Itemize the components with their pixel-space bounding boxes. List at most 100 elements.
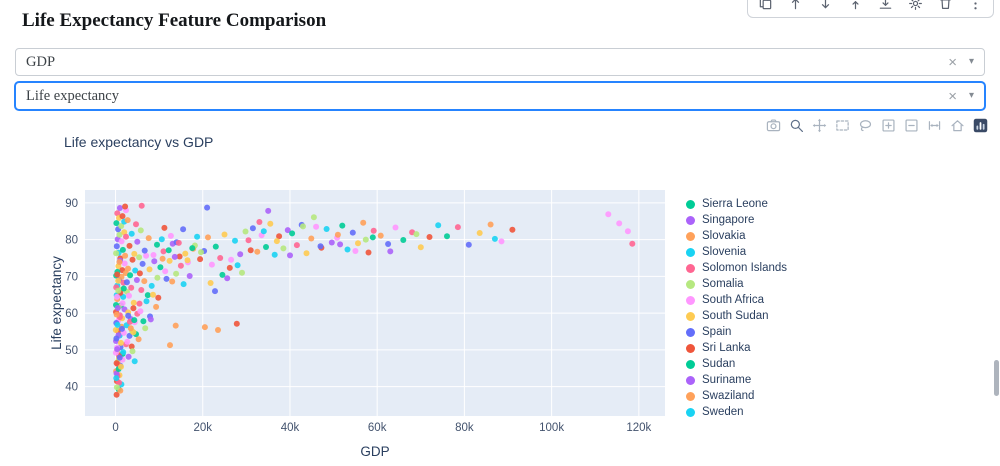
chevron-down-icon[interactable]: ▾ xyxy=(968,56,974,67)
legend-item[interactable]: Sierra Leone xyxy=(686,196,787,212)
scatter-point[interactable] xyxy=(219,271,226,278)
scatter-point[interactable] xyxy=(113,360,120,367)
scatter-point[interactable] xyxy=(328,239,335,246)
scatter-point[interactable] xyxy=(201,324,208,331)
scatter-point[interactable] xyxy=(131,358,138,365)
scatter-point[interactable] xyxy=(119,325,125,332)
camera-icon[interactable] xyxy=(764,117,783,134)
scatter-point[interactable] xyxy=(153,303,160,310)
scatter-point[interactable] xyxy=(116,379,122,386)
scatter-point[interactable] xyxy=(263,244,269,250)
delete-icon[interactable] xyxy=(938,0,953,11)
scatter-point[interactable] xyxy=(114,293,120,300)
scatter-point[interactable] xyxy=(136,300,143,307)
scatter-point[interactable] xyxy=(334,231,341,238)
scatter-point[interactable] xyxy=(125,312,132,319)
scatter-point[interactable] xyxy=(114,271,121,278)
scatter-point[interactable] xyxy=(115,287,122,294)
insert-above-icon[interactable] xyxy=(848,0,863,11)
scatter-point[interactable] xyxy=(276,233,283,240)
scatter-point[interactable] xyxy=(113,391,120,398)
legend-item[interactable]: Sudan xyxy=(686,356,787,372)
legend-item[interactable]: Spain xyxy=(686,324,787,340)
scatter-point[interactable] xyxy=(242,228,249,235)
y-feature-select[interactable]: Life expectancy × ▾ xyxy=(15,82,985,110)
scatter-point[interactable] xyxy=(117,339,124,346)
scatter-point[interactable] xyxy=(137,227,144,234)
scatter-point[interactable] xyxy=(122,203,129,210)
scatter-point[interactable] xyxy=(198,249,204,256)
scatter-point[interactable] xyxy=(221,231,228,238)
scatter-point[interactable] xyxy=(260,228,267,235)
scatter-point[interactable] xyxy=(128,284,135,291)
scatter-point[interactable] xyxy=(172,322,179,329)
legend-item[interactable]: Slovenia xyxy=(686,244,787,260)
scatter-point[interactable] xyxy=(131,250,138,257)
scatter-point[interactable] xyxy=(317,243,324,250)
scatter-point[interactable] xyxy=(151,258,158,265)
scatter-point[interactable] xyxy=(310,214,317,221)
scatter-point[interactable] xyxy=(387,248,394,255)
pan-icon[interactable] xyxy=(810,117,829,134)
scatter-point[interactable] xyxy=(267,220,274,227)
scatter-point[interactable] xyxy=(629,240,636,247)
scatter-point[interactable] xyxy=(116,259,123,265)
scatter-point[interactable] xyxy=(128,230,135,237)
scatter-point[interactable] xyxy=(239,269,245,276)
scatter-point[interactable] xyxy=(116,231,123,238)
more-icon[interactable] xyxy=(968,0,983,11)
scatter-point[interactable] xyxy=(487,221,494,228)
scatter-point[interactable] xyxy=(234,262,241,269)
scatter-point[interactable] xyxy=(344,246,351,253)
plot-area[interactable] xyxy=(85,190,665,416)
scatter-point[interactable] xyxy=(137,308,144,315)
scatter-point[interactable] xyxy=(413,231,420,238)
scatter-point[interactable] xyxy=(180,281,187,288)
scatter-point[interactable] xyxy=(145,235,152,242)
scatter-point[interactable] xyxy=(454,224,461,231)
scatter-point[interactable] xyxy=(157,264,164,271)
scatter-point[interactable] xyxy=(313,223,320,230)
scatter-point[interactable] xyxy=(136,254,143,261)
plotly-logo-icon[interactable] xyxy=(971,117,990,134)
scatter-point[interactable] xyxy=(355,240,361,247)
scatter-point[interactable] xyxy=(126,292,132,299)
legend-item[interactable]: Swaziland xyxy=(686,388,787,404)
scatter-point[interactable] xyxy=(166,257,173,264)
scatter-point[interactable] xyxy=(113,220,120,227)
scatter-point[interactable] xyxy=(184,257,191,264)
scatter-point[interactable] xyxy=(114,346,121,353)
scatter-point[interactable] xyxy=(136,270,143,277)
scatter-point[interactable] xyxy=(176,253,183,260)
scatter-point[interactable] xyxy=(124,338,131,345)
scatter-point[interactable] xyxy=(148,282,155,289)
scatter-point[interactable] xyxy=(158,236,165,243)
scatter-point[interactable] xyxy=(115,277,122,284)
clear-icon[interactable]: × xyxy=(948,87,957,105)
scatter-point[interactable] xyxy=(377,232,384,239)
gear-icon[interactable] xyxy=(908,0,923,11)
scatter-point[interactable] xyxy=(207,280,214,286)
scatter-point[interactable] xyxy=(138,287,145,293)
scatter-point[interactable] xyxy=(120,285,127,292)
scatter-point[interactable] xyxy=(129,256,136,263)
zoom-out-icon[interactable] xyxy=(902,117,921,134)
scatter-point[interactable] xyxy=(224,275,231,282)
scatter-point[interactable] xyxy=(162,268,169,275)
scatter-point[interactable] xyxy=(147,316,154,323)
scatter-point[interactable] xyxy=(360,219,367,226)
scatter-point[interactable] xyxy=(123,233,129,240)
scatter-point[interactable] xyxy=(154,274,161,281)
scatter-point[interactable] xyxy=(123,279,130,286)
scatter-point[interactable] xyxy=(392,224,399,231)
scatter-point[interactable] xyxy=(197,256,204,263)
scatter-point[interactable] xyxy=(287,252,293,259)
scatter-point[interactable] xyxy=(140,318,147,325)
scatter-point[interactable] xyxy=(400,237,407,243)
scatter-point[interactable] xyxy=(119,213,126,220)
scatter-point[interactable] xyxy=(113,311,120,318)
scatter-point[interactable] xyxy=(385,241,392,247)
legend-item[interactable]: Singapore xyxy=(686,212,787,228)
scatter-point[interactable] xyxy=(212,288,218,295)
scatter-point[interactable] xyxy=(113,243,120,250)
